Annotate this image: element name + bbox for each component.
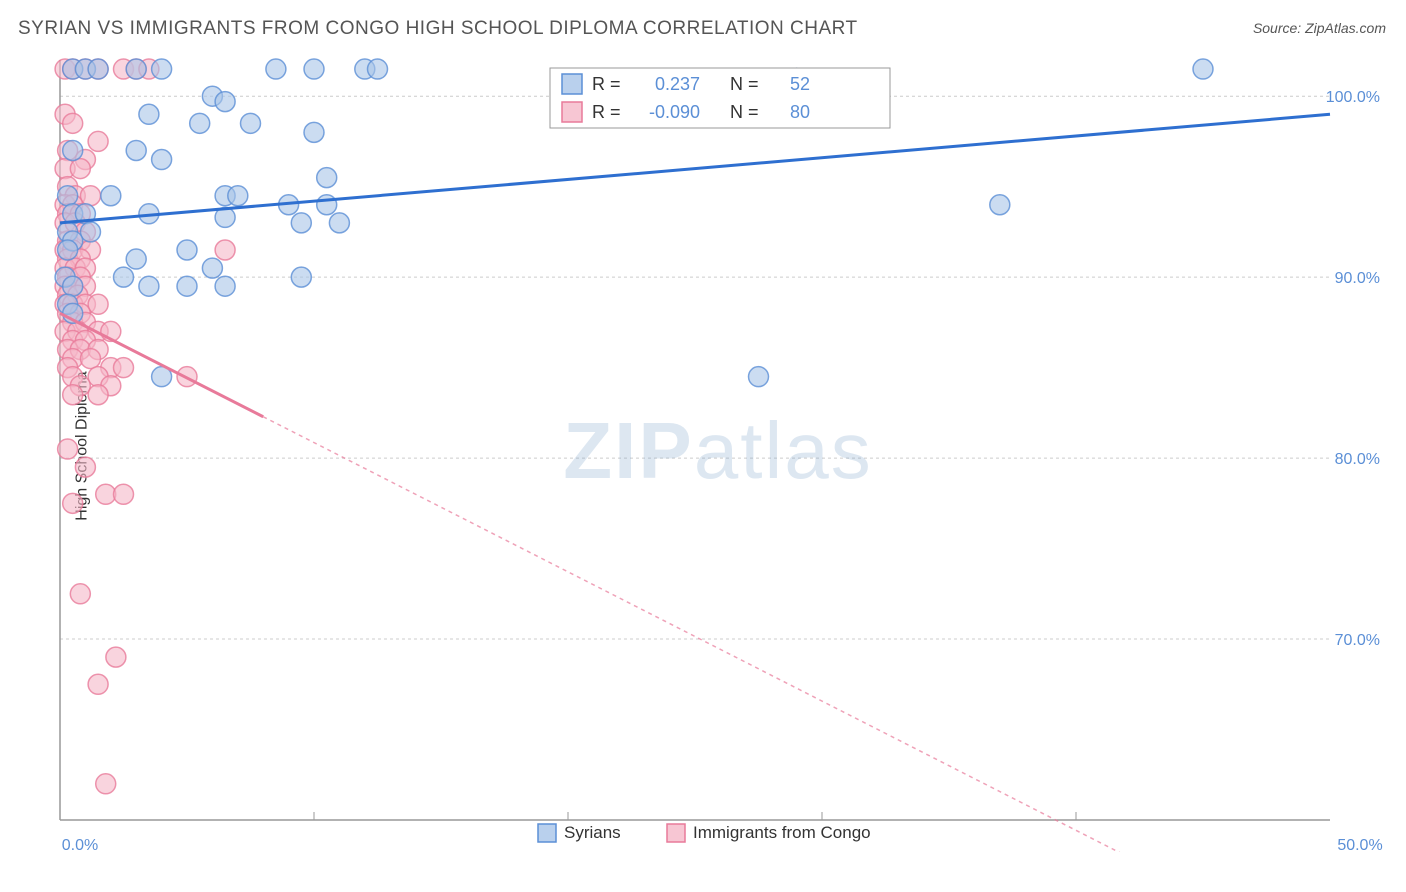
svg-text:R =: R = [592, 74, 621, 94]
svg-text:R =: R = [592, 102, 621, 122]
svg-text:-0.090: -0.090 [649, 102, 700, 122]
source-attribution: Source: ZipAtlas.com [1253, 20, 1386, 36]
svg-text:50.0%: 50.0% [1337, 837, 1382, 852]
svg-text:0.237: 0.237 [655, 74, 700, 94]
svg-text:N =: N = [730, 74, 759, 94]
chart-title: SYRIAN VS IMMIGRANTS FROM CONGO HIGH SCH… [18, 18, 858, 40]
svg-text:70.0%: 70.0% [1335, 632, 1380, 649]
svg-text:90.0%: 90.0% [1335, 270, 1380, 287]
svg-text:52: 52 [790, 74, 810, 94]
svg-text:0.0%: 0.0% [62, 837, 98, 852]
chart-container: ZIPatlas 70.0%80.0%90.0%100.0%0.0%50.0%R… [50, 50, 1386, 852]
svg-text:Immigrants from Congo: Immigrants from Congo [693, 823, 871, 842]
svg-text:80.0%: 80.0% [1335, 451, 1380, 468]
svg-text:80: 80 [790, 102, 810, 122]
svg-text:100.0%: 100.0% [1326, 89, 1380, 106]
svg-text:Syrians: Syrians [564, 823, 621, 842]
scatter-chart: 70.0% 80.0% 90.0% 100.0% 0.0% 50.0% R = 0.237 N … [50, 50, 1386, 852]
svg-text:N =: N = [730, 102, 759, 122]
